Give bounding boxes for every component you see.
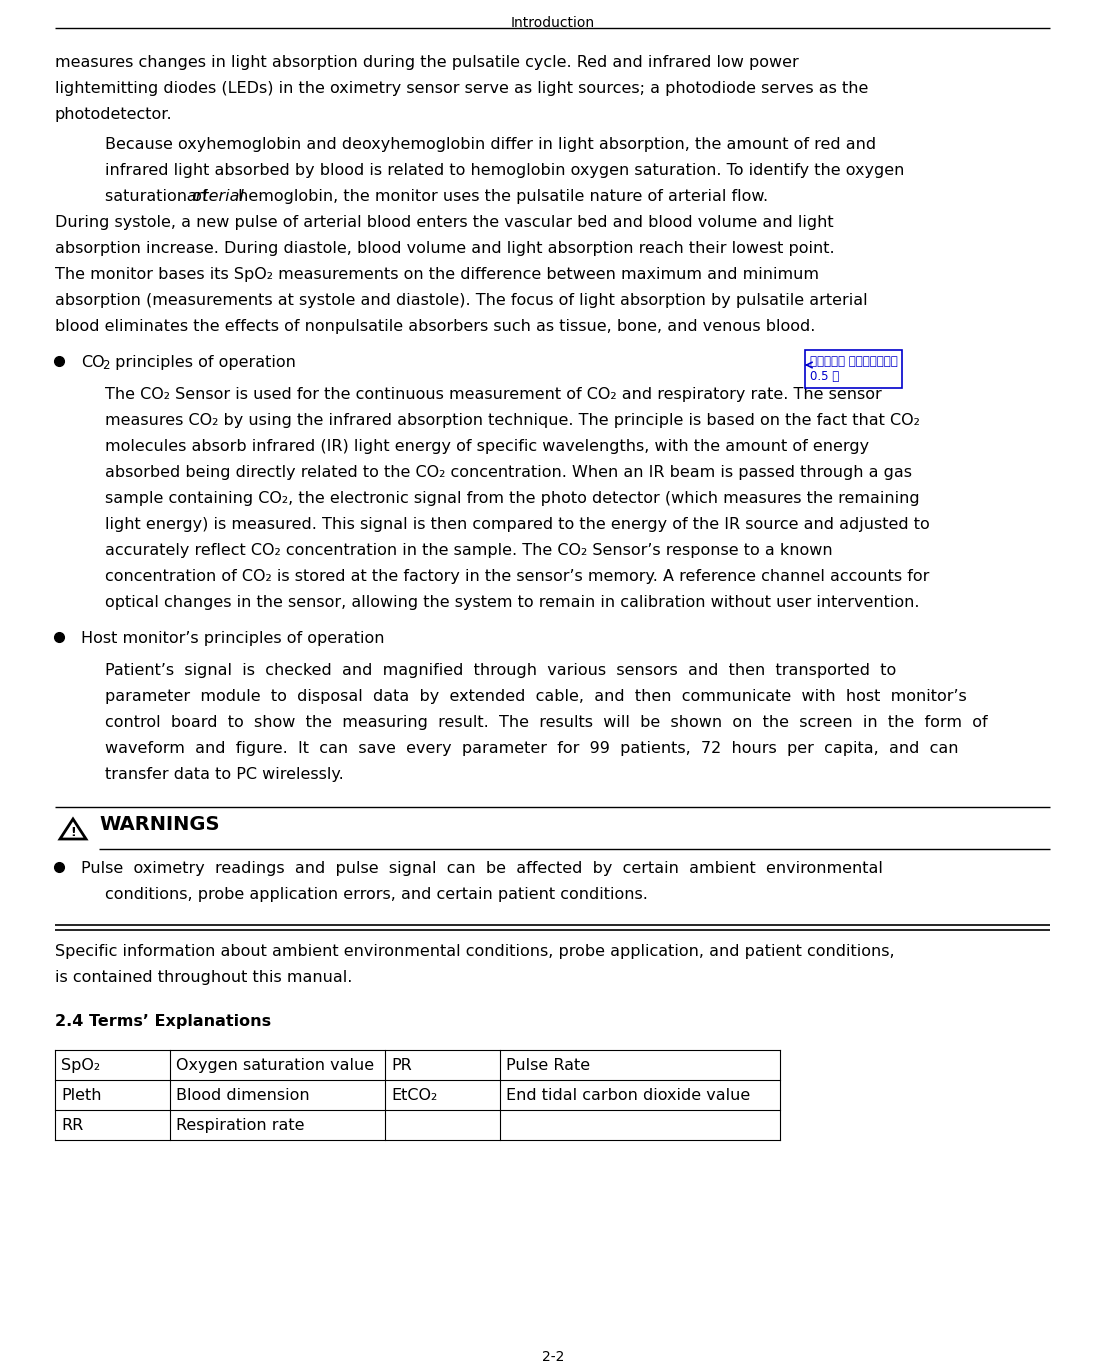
Text: !: ! xyxy=(70,826,76,840)
Text: Host monitor’s principles of operation: Host monitor’s principles of operation xyxy=(81,631,385,646)
Text: measures changes in light absorption during the pulsatile cycle. Red and infrare: measures changes in light absorption dur… xyxy=(55,55,799,70)
Text: SpO₂: SpO₂ xyxy=(61,1059,101,1074)
Text: RR: RR xyxy=(61,1117,83,1132)
Text: measures CO₂ by using the infrared absorption technique. The principle is based : measures CO₂ by using the infrared absor… xyxy=(105,413,920,428)
Text: Respiration rate: Respiration rate xyxy=(176,1117,304,1132)
Text: absorbed being directly related to the CO₂ concentration. When an IR beam is pas: absorbed being directly related to the C… xyxy=(105,464,912,479)
Text: The CO₂ Sensor is used for the continuous measurement of CO₂ and respiratory rat: The CO₂ Sensor is used for the continuou… xyxy=(105,387,881,402)
Text: 2.4 Terms’ Explanations: 2.4 Terms’ Explanations xyxy=(55,1014,271,1029)
Text: Oxygen saturation value: Oxygen saturation value xyxy=(176,1059,374,1074)
Text: During systole, a new pulse of arterial blood enters the vascular bed and blood : During systole, a new pulse of arterial … xyxy=(55,214,834,229)
Text: CO: CO xyxy=(81,355,105,370)
Text: photodetector.: photodetector. xyxy=(55,107,173,122)
Text: EtCO₂: EtCO₂ xyxy=(392,1087,437,1102)
Text: conditions, probe application errors, and certain patient conditions.: conditions, probe application errors, an… xyxy=(105,887,648,902)
Text: Patient’s  signal  is  checked  and  magnified  through  various  sensors  and  : Patient’s signal is checked and magnifie… xyxy=(105,663,896,678)
Text: transfer data to PC wirelessly.: transfer data to PC wirelessly. xyxy=(105,766,344,781)
Text: End tidal carbon dioxide value: End tidal carbon dioxide value xyxy=(507,1087,750,1102)
Text: WARNINGS: WARNINGS xyxy=(100,816,219,835)
Text: control  board  to  show  the  measuring  result.  The  results  will  be  shown: control board to show the measuring resu… xyxy=(105,714,988,729)
Text: optical changes in the sensor, allowing the system to remain in calibration with: optical changes in the sensor, allowing … xyxy=(105,596,919,611)
Text: molecules absorb infrared (IR) light energy of specific wavelengths, with the am: molecules absorb infrared (IR) light ene… xyxy=(105,438,869,454)
Text: waveform  and  figure.  It  can  save  every  parameter  for  99  patients,  72 : waveform and figure. It can save every p… xyxy=(105,740,959,755)
Text: concentration of CO₂ is stored at the factory in the sensor’s memory. A referenc: concentration of CO₂ is stored at the fa… xyxy=(105,570,929,585)
Text: infrared light absorbed by blood is related to hemoglobin oxygen saturation. To : infrared light absorbed by blood is rela… xyxy=(105,163,905,178)
Text: arterial: arterial xyxy=(186,189,244,204)
Text: Specific information about ambient environmental conditions, probe application, : Specific information about ambient envir… xyxy=(55,944,895,959)
Text: hemoglobin, the monitor uses the pulsatile nature of arterial flow.: hemoglobin, the monitor uses the pulsati… xyxy=(233,189,769,204)
Text: The monitor bases its SpO₂ measurements on the difference between maximum and mi: The monitor bases its SpO₂ measurements … xyxy=(55,266,820,281)
Text: Pleth: Pleth xyxy=(61,1087,102,1102)
Text: lightemitting diodes (LEDs) in the oximetry sensor serve as light sources; a pho: lightemitting diodes (LEDs) in the oxime… xyxy=(55,81,868,96)
Text: parameter  module  to  disposal  data  by  extended  cable,  and  then  communic: parameter module to disposal data by ext… xyxy=(105,688,967,703)
Text: 2: 2 xyxy=(102,359,109,372)
Text: light energy) is measured. This signal is then compared to the energy of the IR : light energy) is measured. This signal i… xyxy=(105,516,930,531)
Text: blood eliminates the effects of nonpulsatile absorbers such as tissue, bone, and: blood eliminates the effects of nonpulsa… xyxy=(55,320,815,335)
Text: Blood dimension: Blood dimension xyxy=(176,1087,310,1102)
Text: Because oxyhemoglobin and deoxyhemoglobin differ in light absorption, the amount: Because oxyhemoglobin and deoxyhemoglobi… xyxy=(105,137,876,152)
Text: Pulse Rate: Pulse Rate xyxy=(507,1059,591,1074)
Text: is contained throughout this manual.: is contained throughout this manual. xyxy=(55,970,353,985)
Text: Pulse  oximetry  readings  and  pulse  signal  can  be  affected  by  certain  a: Pulse oximetry readings and pulse signal… xyxy=(81,861,883,876)
Text: principles of operation: principles of operation xyxy=(109,355,296,370)
Text: accurately reflect CO₂ concentration in the sample. The CO₂ Sensor’s response to: accurately reflect CO₂ concentration in … xyxy=(105,544,833,557)
Text: saturation of: saturation of xyxy=(105,189,212,204)
Text: absorption increase. During diastole, blood volume and light absorption reach th: absorption increase. During diastole, bl… xyxy=(55,240,835,255)
Text: PR: PR xyxy=(392,1059,411,1074)
Text: 带格式的： 段落间距段前：
0.5 行: 带格式的： 段落间距段前： 0.5 行 xyxy=(810,355,898,382)
Text: sample containing CO₂, the electronic signal from the photo detector (which meas: sample containing CO₂, the electronic si… xyxy=(105,490,919,505)
Text: absorption (measurements at systole and diastole). The focus of light absorption: absorption (measurements at systole and … xyxy=(55,292,867,307)
Text: Introduction: Introduction xyxy=(511,16,595,30)
Text: 2-2: 2-2 xyxy=(542,1350,564,1365)
